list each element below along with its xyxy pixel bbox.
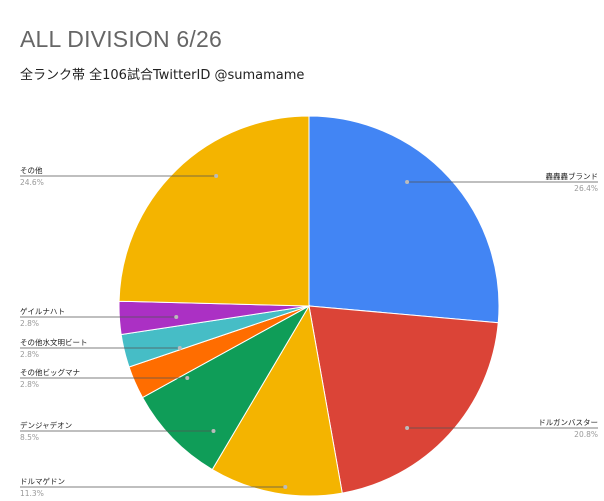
- slice-percent: 20.8%: [574, 430, 598, 439]
- slice-percent: 11.3%: [20, 489, 44, 498]
- slice-label: その他: [20, 165, 43, 175]
- slice-label-group-5: その他水文明ビート 2.8%: [20, 337, 182, 359]
- slice-label-group-1: ドルガンバスター 20.8%: [405, 417, 598, 439]
- leader-dot: [405, 426, 410, 430]
- leader-dot: [211, 429, 216, 433]
- slice-label: ドルガンバスター: [538, 417, 598, 427]
- pie-slice-1: [308, 305, 499, 494]
- slice-label: デンジャデオン: [20, 420, 72, 430]
- slice-label-group-2: ドルマゲドン 11.3%: [20, 477, 288, 498]
- leader-dot: [185, 376, 190, 380]
- slice-label: その他ビッグマナ: [20, 367, 80, 377]
- slice-label: ドルマゲドン: [20, 477, 65, 486]
- slice-percent: 24.6%: [20, 178, 44, 187]
- slice-label: その他水文明ビート: [20, 337, 88, 347]
- chart-subtitle: 全ランク帯 全106試合TwitterID @sumamame: [20, 68, 305, 83]
- pie-slice-2: [211, 304, 343, 497]
- leader-dot: [405, 180, 410, 184]
- slice-label-group-6: ゲイルナハト 2.8%: [20, 307, 179, 328]
- slice-label: 轟轟轟ブランド: [546, 171, 599, 181]
- slice-label-group-4: その他ビッグマナ 2.8%: [20, 367, 190, 389]
- leader-dot: [177, 346, 182, 350]
- chart-title: ALL DIVISION 6/26: [20, 26, 222, 52]
- slice-label: ゲイルナハト: [20, 307, 65, 316]
- slice-label-group-7: その他 24.6%: [20, 165, 219, 187]
- pie-slice-0: [308, 115, 500, 324]
- slice-label-group-0: 轟轟轟ブランド 26.4%: [405, 171, 598, 193]
- slice-percent: 2.8%: [20, 380, 39, 389]
- slice-percent: 2.8%: [20, 319, 39, 328]
- slice-percent: 26.4%: [574, 184, 598, 193]
- pie-slice-7: [118, 115, 310, 307]
- slice-label-group-3: デンジャデオン 8.5%: [20, 420, 216, 442]
- leader-dot: [174, 315, 179, 319]
- leader-dot: [214, 174, 219, 178]
- slice-percent: 2.8%: [20, 350, 39, 359]
- pie-slice-3: [141, 304, 311, 471]
- leader-dot: [283, 485, 288, 489]
- slice-percent: 8.5%: [20, 433, 39, 442]
